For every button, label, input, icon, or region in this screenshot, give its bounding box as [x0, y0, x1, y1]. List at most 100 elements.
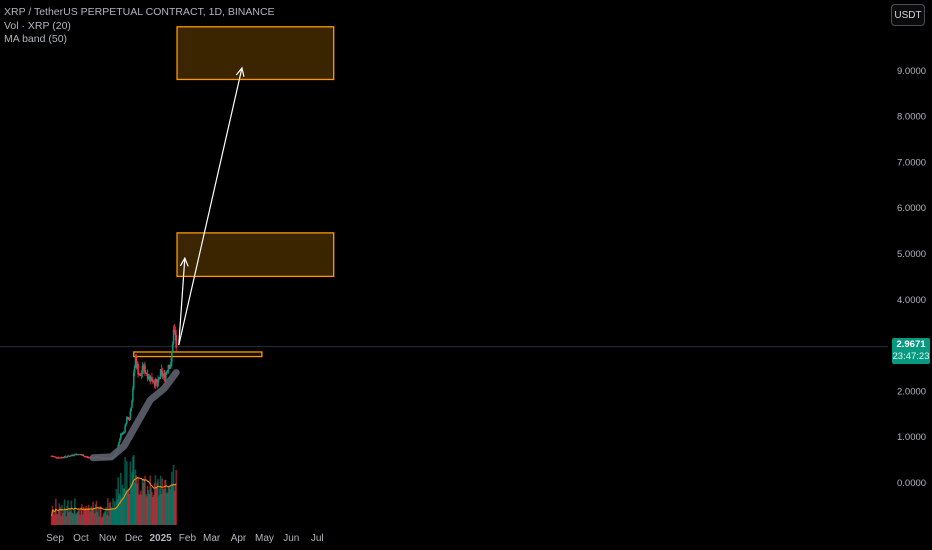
volume-bar	[58, 503, 61, 525]
candle	[70, 455, 73, 457]
candle	[170, 362, 172, 367]
candle	[163, 373, 165, 376]
candle	[164, 374, 167, 382]
volume-bar	[99, 506, 101, 525]
candle	[82, 454, 85, 457]
y-tick-label: 6.0000	[897, 203, 926, 214]
x-tick-label: Sep	[46, 533, 64, 544]
volume-bar	[87, 507, 89, 525]
candle	[128, 419, 131, 421]
candle	[119, 438, 121, 443]
volume-bar	[71, 512, 74, 525]
volume-bar	[165, 493, 168, 525]
volume-bar	[118, 493, 120, 525]
candle	[132, 388, 134, 401]
target-zone	[176, 232, 335, 278]
candle	[154, 378, 157, 386]
volume-bar	[148, 493, 151, 525]
volume-bar	[108, 502, 111, 525]
y-tick-label: 9.0000	[897, 66, 926, 77]
volume-bar	[126, 490, 129, 525]
candle	[80, 454, 82, 456]
candle	[83, 456, 86, 458]
candle	[124, 425, 126, 433]
volume-bar	[81, 504, 83, 525]
volume-bar	[89, 511, 92, 525]
candle	[165, 371, 168, 375]
volume-bar	[111, 508, 113, 525]
volume-bar	[76, 511, 79, 525]
candle	[69, 455, 72, 457]
candle	[63, 456, 66, 458]
volume-bar	[161, 478, 164, 525]
candle	[145, 372, 148, 374]
ma-band	[89, 369, 180, 462]
candle	[77, 454, 80, 456]
volume-bar	[104, 510, 106, 525]
candle	[118, 442, 120, 446]
volume-ma-line	[51, 477, 177, 516]
volume-bar	[149, 475, 152, 525]
volume-bar	[150, 487, 152, 525]
volume-bar	[77, 509, 80, 525]
currency-button[interactable]: USDT	[891, 4, 925, 26]
volume-bar	[119, 495, 121, 525]
volume-bar	[55, 498, 57, 525]
candle	[58, 457, 61, 459]
volume-bar	[117, 477, 119, 525]
x-tick-label: Jul	[311, 533, 324, 544]
volume-bar	[124, 457, 126, 525]
candle	[84, 456, 87, 458]
x-tick-label: Jun	[283, 533, 299, 544]
volume-bar	[88, 507, 91, 525]
volume-bar	[116, 499, 119, 525]
candle	[60, 457, 62, 459]
candle	[158, 377, 161, 379]
x-tick-label: Nov	[99, 533, 117, 544]
candle	[68, 455, 70, 457]
candle	[167, 365, 170, 371]
volume-bar	[147, 489, 150, 525]
volume-bar	[164, 479, 166, 525]
volume-bar	[86, 508, 88, 525]
volume-bar	[154, 475, 157, 525]
volume-bar	[160, 494, 163, 525]
candle	[51, 455, 54, 457]
volume-bar	[54, 511, 56, 525]
volume-bar	[52, 509, 55, 525]
target-zone	[133, 351, 263, 358]
candle	[175, 334, 177, 348]
volume-bar	[107, 516, 110, 525]
candle	[172, 329, 175, 344]
volume-bar	[139, 494, 141, 525]
volume-bar	[139, 490, 142, 525]
volume-bar	[79, 514, 81, 525]
volume-bar	[171, 483, 174, 525]
volume-bar	[166, 492, 169, 525]
volume-bar	[143, 480, 145, 525]
candle	[87, 456, 89, 458]
volume-bar	[65, 516, 68, 525]
candle	[50, 455, 53, 457]
candle	[79, 454, 81, 456]
y-tick-label: 5.0000	[897, 249, 926, 260]
candle	[55, 456, 57, 458]
candle	[142, 365, 145, 371]
candle	[62, 457, 65, 459]
candle	[65, 456, 68, 458]
volume-bar	[87, 504, 90, 525]
volume-bar	[132, 455, 135, 525]
candle	[120, 434, 123, 436]
candle	[71, 455, 74, 457]
volume-bar	[155, 487, 158, 525]
candle	[144, 365, 146, 374]
candle	[76, 454, 79, 456]
volume-bar	[61, 513, 64, 525]
last-price: 2.9671	[896, 339, 926, 350]
volume-bar	[167, 486, 170, 525]
volume-bar	[159, 475, 162, 525]
candle	[86, 456, 88, 458]
candle	[75, 454, 78, 456]
candle	[81, 454, 83, 456]
